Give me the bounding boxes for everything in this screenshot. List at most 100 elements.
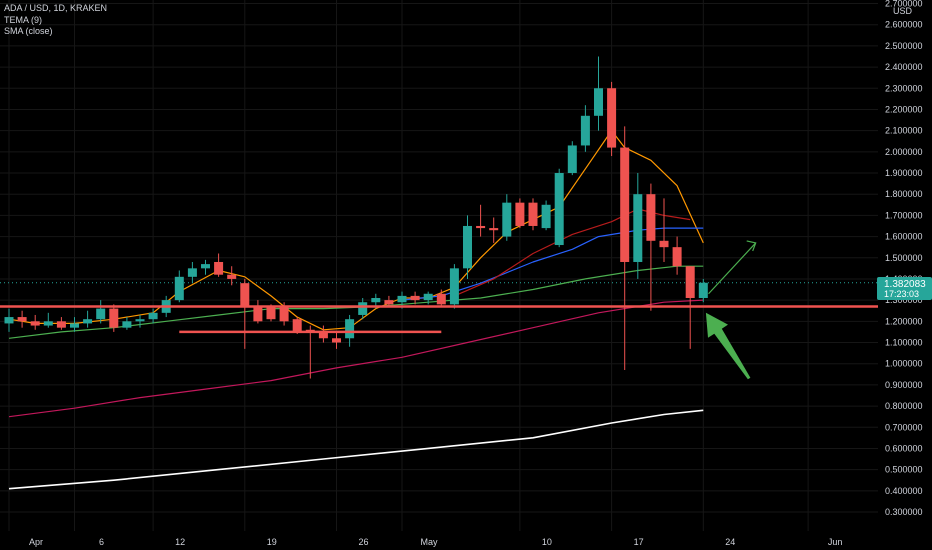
- candle-body: [227, 274, 237, 279]
- candle-body: [70, 323, 79, 328]
- current-price-value: 1.382083: [884, 279, 926, 290]
- big-arrow: [705, 312, 751, 380]
- candle-body: [397, 295, 407, 303]
- candle-body: [332, 338, 341, 343]
- y-tick-label: 0.800000: [885, 401, 923, 411]
- candle: [148, 308, 158, 324]
- candle: [423, 291, 433, 305]
- y-tick-label: 1.100000: [885, 338, 923, 348]
- series-line: [454, 208, 691, 297]
- candle: [56, 317, 66, 330]
- candle: [122, 317, 132, 330]
- candle: [30, 314, 40, 330]
- candle-body: [30, 321, 40, 326]
- price-axis[interactable]: 0.300000 0.400000 0.500000 0.600000 0.700000…: [878, 0, 932, 531]
- candle: [554, 168, 564, 248]
- candle-body: [685, 266, 695, 299]
- candle: [580, 105, 590, 152]
- up-arrow-head: [746, 240, 757, 252]
- y-tick-label: 2.400000: [885, 62, 923, 72]
- candle-body: [187, 268, 197, 277]
- candle: [659, 198, 669, 262]
- candle-body: [292, 319, 302, 332]
- y-tick-label: 1.600000: [885, 232, 923, 242]
- candle-body: [135, 319, 145, 322]
- candle-body: [174, 276, 184, 301]
- candle-body: [371, 298, 381, 303]
- candle-body: [436, 293, 446, 305]
- candles[interactable]: [4, 56, 708, 379]
- y-tick-label: 1.300000: [885, 295, 923, 305]
- candle-body: [384, 300, 394, 305]
- time-axis-background: [0, 531, 932, 550]
- x-tick-label: May: [420, 537, 438, 547]
- y-tick-label: 0.400000: [885, 486, 923, 496]
- y-tick-label: 2.100000: [885, 126, 923, 136]
- up-arrow-shaft: [708, 242, 757, 295]
- candle-body: [423, 293, 433, 301]
- candle: [620, 126, 630, 371]
- time-axis[interactable]: Apr 6 12 19 26 May 10 17 24 Jun: [0, 531, 932, 550]
- x-tick-label: Jun: [828, 537, 843, 547]
- current-price-label: 1.382083 17:23:03: [877, 277, 932, 300]
- candle-body: [345, 319, 355, 339]
- y-tick-label: 2.700000: [885, 0, 923, 9]
- candle: [384, 295, 394, 307]
- candle: [502, 194, 512, 241]
- y-tick-label: 2.500000: [885, 41, 923, 51]
- candle: [541, 200, 551, 231]
- candle-body: [17, 317, 27, 322]
- indicator-tema[interactable]: TEMA (9): [4, 14, 43, 25]
- candle: [567, 141, 577, 176]
- annotations: [0, 240, 878, 380]
- candle: [594, 56, 603, 131]
- candle: [672, 236, 682, 275]
- series-line: [8, 299, 704, 418]
- candle: [43, 312, 53, 328]
- candle: [463, 215, 472, 279]
- y-tick-label: 0.700000: [885, 422, 923, 432]
- candle: [607, 81, 617, 157]
- y-tick-label: 0.500000: [885, 465, 923, 475]
- candle: [17, 310, 27, 328]
- y-tick-label: 2.300000: [885, 83, 923, 93]
- symbol-line[interactable]: ADA / USD, 1D, KRAKEN: [4, 3, 108, 13]
- candle: [135, 314, 145, 328]
- candle-body: [554, 173, 564, 246]
- y-tick-label: 2.600000: [885, 20, 923, 30]
- candle-body: [567, 145, 577, 173]
- candle-body: [672, 247, 682, 267]
- candle-body: [253, 306, 263, 322]
- candle-body: [541, 204, 551, 229]
- candle: [476, 204, 486, 237]
- candle: [358, 298, 368, 320]
- candle: [698, 278, 708, 303]
- candle: [201, 259, 210, 275]
- indicator-sma[interactable]: SMA (close): [4, 26, 53, 36]
- candle-body: [646, 194, 656, 241]
- currency-label: USD: [893, 6, 913, 16]
- candle-body: [266, 306, 276, 320]
- candle-body: [358, 302, 368, 315]
- candle: [109, 304, 119, 332]
- candle: [187, 261, 197, 284]
- candle: [515, 198, 525, 229]
- candle: [489, 217, 499, 243]
- y-tick-label: 1.800000: [885, 189, 923, 199]
- y-tick-label: 1.900000: [885, 168, 923, 178]
- x-tick-label: 12: [175, 537, 185, 547]
- candle-body: [240, 283, 250, 307]
- x-tick-label: 6: [99, 537, 104, 547]
- candle-body: [659, 240, 669, 248]
- y-tick-label: 1.000000: [885, 359, 923, 369]
- candle-body: [318, 331, 328, 339]
- candle-body: [594, 88, 603, 116]
- candle-body: [528, 202, 538, 226]
- candle: [227, 266, 237, 286]
- x-tick-label: Apr: [29, 537, 43, 547]
- candle: [214, 253, 224, 277]
- candle: [436, 289, 446, 307]
- candle-body: [620, 147, 630, 262]
- current-price-badge: [877, 277, 932, 300]
